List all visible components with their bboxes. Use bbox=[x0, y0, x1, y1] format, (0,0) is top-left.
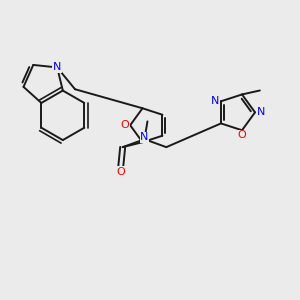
Text: N: N bbox=[257, 107, 265, 117]
Text: O: O bbox=[121, 120, 130, 130]
Text: O: O bbox=[238, 130, 246, 140]
Text: O: O bbox=[116, 167, 125, 177]
Text: N: N bbox=[140, 132, 149, 142]
Text: N: N bbox=[211, 96, 219, 106]
Text: N: N bbox=[53, 62, 61, 72]
